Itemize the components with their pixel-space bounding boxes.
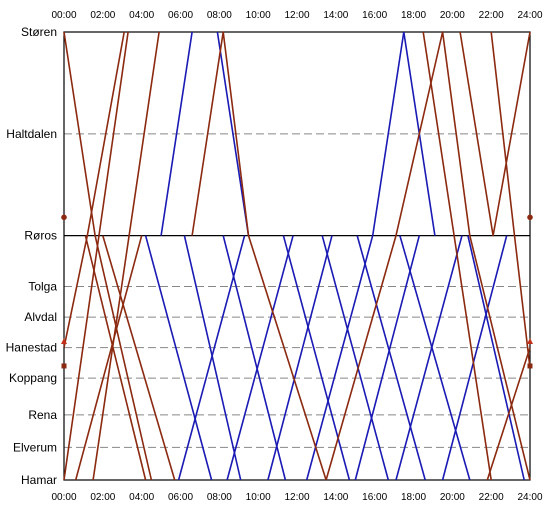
freight-train-line	[84, 235, 147, 481]
passenger-train-line	[356, 235, 426, 481]
passenger-train-line	[177, 235, 246, 481]
x-tick-label-bottom: 00:00	[51, 492, 76, 503]
station-label: Tolga	[28, 280, 57, 294]
triangle-marker	[61, 338, 67, 345]
x-tick-label-top: 22:00	[479, 10, 504, 21]
square-marker	[527, 363, 533, 369]
freight-train-line	[63, 31, 153, 481]
x-tick-label-bottom: 04:00	[129, 492, 154, 503]
x-tick-label-top: 08:00	[207, 10, 232, 21]
passenger-train-line	[226, 235, 294, 481]
passenger-train-line	[144, 235, 213, 481]
square-marker	[61, 363, 67, 369]
x-tick-label-bottom: 20:00	[440, 492, 465, 503]
passenger-train-line	[371, 31, 405, 236]
freight-train-line	[63, 31, 125, 348]
passenger-train-line	[354, 235, 421, 481]
freight-train-line	[486, 347, 531, 481]
x-tick-label-top: 02:00	[90, 10, 115, 21]
freight-train-line	[422, 31, 492, 481]
x-tick-label-top: 14:00	[323, 10, 348, 21]
passenger-train-line	[467, 235, 525, 481]
freight-train-line	[490, 31, 531, 369]
passenger-train-line	[160, 31, 193, 236]
x-tick-label-top: 20:00	[440, 10, 465, 21]
station-label: Rena	[28, 408, 57, 422]
freight-train-line	[191, 31, 327, 481]
passenger-train-line	[216, 31, 250, 236]
triangle-marker	[527, 338, 533, 345]
circle-marker	[527, 214, 533, 221]
x-tick-label-top: 06:00	[168, 10, 193, 21]
x-tick-label-bottom: 22:00	[479, 492, 504, 503]
x-tick-label-bottom: 14:00	[323, 492, 348, 503]
passenger-train-line	[321, 235, 390, 481]
station-label: Elverum	[13, 440, 57, 454]
passenger-train-line	[395, 235, 463, 481]
station-label: Hamar	[21, 473, 57, 487]
passenger-train-line	[441, 235, 508, 481]
freight-train-line	[92, 31, 160, 481]
passenger-train-line	[267, 235, 333, 481]
x-tick-label-bottom: 12:00	[284, 492, 309, 503]
x-tick-label-bottom: 18:00	[401, 492, 426, 503]
x-tick-label-bottom: 06:00	[168, 492, 193, 503]
circle-marker	[61, 214, 67, 221]
freight-train-line	[459, 31, 531, 237]
x-tick-label-bottom: 10:00	[246, 492, 271, 503]
x-tick-label-top: 00:00	[51, 10, 76, 21]
x-tick-label-top: 10:00	[246, 10, 271, 21]
passenger-train-line	[399, 235, 471, 481]
station-label: Koppang	[9, 371, 57, 385]
x-tick-label-bottom: 24:00	[517, 492, 542, 503]
x-tick-label-top: 18:00	[401, 10, 426, 21]
station-label: Støren	[21, 25, 57, 39]
x-tick-label-top: 24:00	[517, 10, 542, 21]
x-tick-label-top: 04:00	[129, 10, 154, 21]
station-label: Alvdal	[24, 310, 57, 324]
passenger-train-line	[183, 235, 242, 481]
freight-train-line	[102, 235, 176, 481]
x-tick-label-top: 16:00	[362, 10, 387, 21]
x-tick-label-bottom: 08:00	[207, 492, 232, 503]
x-tick-label-bottom: 02:00	[90, 492, 115, 503]
station-label: Haltdalen	[6, 127, 57, 141]
freight-train-line	[74, 235, 143, 481]
plot-frame	[63, 31, 531, 481]
station-label: Hanestad	[6, 341, 57, 355]
x-tick-label-bottom: 16:00	[362, 492, 387, 503]
station-label: Røros	[24, 229, 57, 243]
passenger-train-line	[305, 235, 374, 481]
x-tick-label-top: 12:00	[284, 10, 309, 21]
freight-train-line	[325, 31, 531, 481]
freight-train-line	[63, 31, 129, 481]
